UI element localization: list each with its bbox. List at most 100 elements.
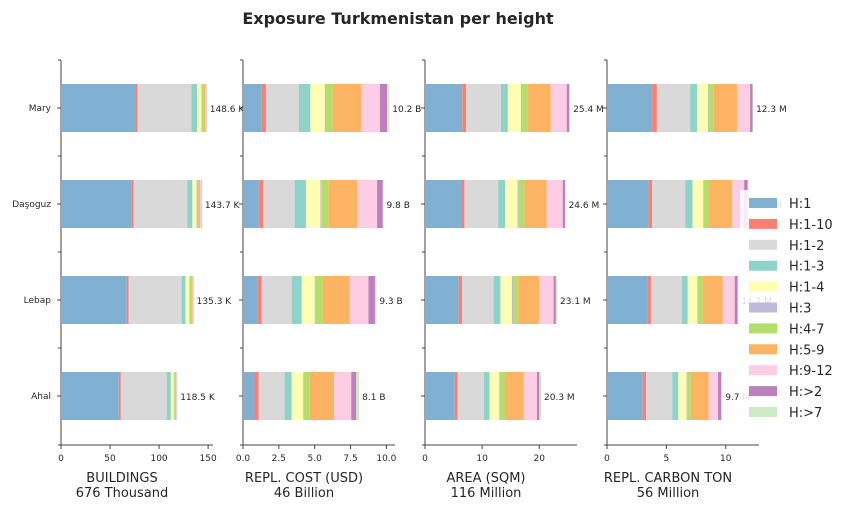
x-tick-label: 0	[604, 454, 610, 464]
bar-segment-h-4-7	[303, 372, 310, 420]
bar-segment-h-1-10	[258, 180, 264, 228]
bar-segment-h-4-7	[325, 84, 333, 132]
bar-segment-h-1	[243, 180, 259, 228]
bar-segment-h-1	[425, 276, 459, 324]
x-tick-label: 10.0	[376, 454, 396, 464]
panel-1: Mary Daşoguz Lebap Ahal 148.6 K 143.7 K 135.3 …	[12, 59, 245, 501]
bar-segment-h-7	[374, 276, 377, 324]
legend-label: H:3	[789, 302, 811, 317]
legend-swatch	[749, 218, 777, 229]
bar-segment-h-9-12	[550, 84, 567, 132]
bar-segment-h-1	[607, 372, 643, 420]
bar-segment-h-4-7	[708, 84, 714, 132]
bar-segment-h-3	[521, 84, 523, 132]
bar-segment-h-1-3	[493, 276, 501, 324]
legend-swatch	[749, 323, 777, 334]
x-tick-label: 50	[104, 454, 116, 464]
bar-segment-h-1-4	[291, 372, 304, 420]
bar-segment-h-1-3	[690, 84, 698, 132]
bar-segment-h-1-10	[454, 372, 458, 420]
bar-segment-h-7	[356, 372, 360, 420]
bar-segment-h-2	[734, 276, 738, 324]
bar-segment-h-1	[425, 180, 461, 228]
legend-label: H:1-10	[789, 218, 833, 233]
bar-segment-h-1	[61, 276, 127, 324]
bar-segment-h-2	[351, 372, 357, 420]
bar-segment-h-1-10	[118, 372, 121, 420]
bar-segment-h-9-12	[205, 84, 207, 132]
x-axis-label: REPL. COST (USD)	[245, 471, 363, 486]
bar-segment-h-1-4	[500, 276, 512, 324]
bar-segment-h-1-2	[457, 372, 484, 420]
x-tick-label: 10	[476, 454, 488, 464]
bar-segment-h-4-7	[315, 276, 323, 324]
bar-segment-h-1-2	[462, 276, 494, 324]
bar-segment-h-4-7	[321, 180, 329, 228]
bar-segment-h-4-7	[513, 276, 519, 324]
bar-segment-h-7	[539, 372, 541, 420]
legend-item: H:4-7	[749, 322, 824, 337]
bar-segment-h-1	[61, 84, 136, 132]
bar-total-label: 20.3 M	[544, 393, 575, 403]
bar-segment-h-7	[555, 276, 557, 324]
bar-segment-h-1	[61, 180, 132, 228]
legend-label: H:>7	[789, 406, 822, 421]
bar-segment-h-1-2	[464, 180, 499, 228]
bar-segment-h-7	[752, 84, 754, 132]
bar-segment-h-5-9	[524, 180, 547, 228]
bar-segment-h-1-4	[170, 372, 174, 420]
bar-segment-h-7	[721, 372, 723, 420]
bar-segment-h-1-10	[642, 372, 647, 420]
bar-segment-h-1-10	[135, 84, 138, 132]
bar-segment-h-4-7	[196, 180, 199, 228]
bar-segment-h-1-2	[656, 84, 691, 132]
bar-total-label: 25.4 M	[573, 105, 604, 115]
bar-segment-h-7	[569, 84, 571, 132]
bar-total-label: 24.6 M	[569, 201, 600, 211]
bar-segment-h-1-3	[672, 372, 679, 420]
bar-segment-h-1-2	[133, 180, 188, 228]
bar-segment-h-1-4	[692, 180, 704, 228]
legend-item: H:>7	[749, 406, 822, 421]
bar-segment-h-5-9	[322, 276, 350, 324]
bar-segment-h-5-9	[527, 84, 551, 132]
bar-segment-h-9-12	[361, 84, 380, 132]
bar-segment-h-1-3	[181, 276, 186, 324]
legend-label: H:4-7	[789, 322, 824, 337]
x-tick-label: 0.0	[236, 454, 251, 464]
legend-item: H:1	[749, 197, 811, 212]
bar-segment-h-1-2	[258, 372, 285, 420]
bar-segment-h-1-3	[166, 372, 171, 420]
bar-segment-h-5-9	[713, 84, 738, 132]
bar-segment-h-2	[377, 180, 383, 228]
bar-segment-h-4-7	[174, 372, 176, 420]
legend-item: H:1-10	[749, 218, 833, 233]
bar-segment-h-1-4	[697, 84, 708, 132]
bar-segment-h-9-12	[349, 276, 369, 324]
bar-segment-h-3	[686, 372, 688, 420]
bar-segment-h-1	[607, 180, 649, 228]
legend-swatch	[749, 344, 777, 355]
legend: H:1 H:1-10 H:1-2 H:1-3 H:1-4 H:3 H:4-7 H:5-9 H:9…	[740, 190, 842, 424]
bar-segment-h-1-10	[126, 276, 129, 324]
bar-segment-h-1-4	[489, 372, 500, 420]
bar-segment-h-1-4	[687, 276, 698, 324]
legend-swatch	[749, 281, 777, 292]
bar-segment-h-1-10	[261, 84, 266, 132]
legend-swatch	[749, 365, 777, 376]
x-axis-subtitle: 676 Thousand	[76, 486, 169, 501]
legend-swatch	[749, 407, 777, 417]
bar-total-label: 143.7 K	[205, 201, 241, 211]
bar-segment-h-1	[243, 84, 262, 132]
bar-segment-h-2	[718, 372, 721, 420]
bar-segment-h-1-2	[466, 84, 501, 132]
bar-segment-h-5-9	[328, 180, 357, 228]
legend-label: H:1-2	[789, 239, 824, 254]
x-axis-label: BUILDINGS	[86, 471, 157, 486]
x-tick-label: 7.5	[343, 454, 357, 464]
x-axis-subtitle: 56 Million	[637, 486, 700, 501]
legend-label: H:1	[789, 197, 811, 212]
bar-segment-h-9-12	[192, 276, 194, 324]
